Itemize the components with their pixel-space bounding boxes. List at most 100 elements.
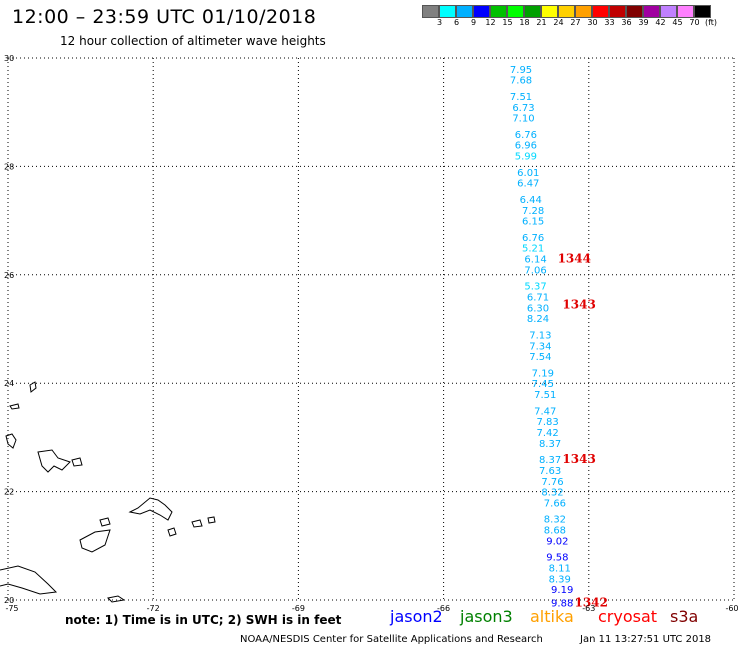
- swh-value-label: 8.11: [549, 563, 571, 574]
- swh-value-label: 7.13: [529, 330, 551, 341]
- swh-value-label: 6.47: [517, 179, 539, 190]
- swh-value-label: 6.76: [522, 233, 544, 244]
- footer-credit: NOAA/NESDIS Center for Satellite Applica…: [240, 634, 543, 645]
- island-shape: [9, 403, 20, 410]
- pass-time-label: 1343: [562, 298, 595, 312]
- legend-label: 12: [485, 18, 496, 27]
- legend-labels: 3 6 9 12 15 18 21 24 27 30 33 36 39 42 45 70 (ft): [422, 18, 717, 27]
- satellite-s3a: s3a: [670, 607, 699, 626]
- swh-value-label: 7.06: [524, 265, 546, 276]
- legend-label: 18: [519, 18, 530, 27]
- island-shape: [99, 517, 111, 527]
- swh-value-label: 8.39: [549, 574, 571, 585]
- footer-timestamp: Jan 11 13:27:51 UTC 2018: [580, 634, 712, 645]
- legend-label: 21: [536, 18, 547, 27]
- swh-value-label: 8.37: [539, 439, 561, 450]
- data-points: 7.957.687.516.737.106.766.965.996.016.47…: [510, 65, 573, 610]
- legend-swatch: [439, 5, 456, 18]
- legend-swatch: [575, 5, 592, 18]
- legend-swatch: [456, 5, 473, 18]
- satellite-cryosat: cryosat: [598, 607, 658, 626]
- island-shape: [5, 433, 17, 449]
- satellite-jason2: jason2: [390, 607, 443, 626]
- swh-value-label: 7.83: [537, 417, 559, 428]
- swh-value-label: 7.63: [539, 466, 561, 477]
- legend-swatches: [422, 5, 717, 18]
- swh-value-label: 7.42: [537, 428, 559, 439]
- pass-time-label: 1342: [575, 596, 608, 610]
- x-tick-label: -75: [5, 604, 18, 613]
- y-tick-label: 22: [4, 488, 14, 497]
- x-tick-label: -60: [725, 604, 738, 613]
- legend-label: 42: [655, 18, 666, 27]
- x-tick-label: -69: [292, 604, 305, 613]
- island-shape: [167, 527, 177, 537]
- legend-unit: (ft): [705, 18, 718, 27]
- x-tick-label: -66: [437, 604, 450, 613]
- islands: [0, 381, 216, 603]
- island-shape: [128, 497, 173, 521]
- swh-value-label: 7.51: [534, 390, 556, 401]
- chart-title: 12:00 – 23:59 UTC 01/10/2018: [12, 6, 317, 28]
- pass-time-label: 1343: [562, 452, 595, 466]
- swh-value-label: 9.88: [551, 599, 573, 610]
- swh-value-label: 8.37: [539, 455, 561, 466]
- legend-swatch: [694, 5, 711, 18]
- legend-swatch: [490, 5, 507, 18]
- legend-swatch: [626, 5, 643, 18]
- legend-label: 39: [638, 18, 649, 27]
- swh-value-label: 9.19: [551, 585, 573, 596]
- note-text: note: 1) Time is in UTC; 2) SWH is in fe…: [65, 613, 342, 627]
- swh-value-label: 8.32: [541, 488, 563, 499]
- island-shape: [29, 381, 37, 393]
- legend-label: 70: [689, 18, 700, 27]
- swh-value-label: 7.28: [522, 206, 544, 217]
- legend-label: 15: [502, 18, 513, 27]
- satellite-altika: altika: [530, 607, 574, 626]
- y-tick-label: 28: [4, 162, 14, 171]
- swh-value-label: 6.96: [515, 141, 537, 152]
- legend-label: 36: [621, 18, 632, 27]
- swh-value-label: 8.24: [527, 314, 549, 325]
- swh-value-label: 6.14: [524, 255, 546, 266]
- legend-label: 6: [453, 18, 460, 27]
- island-shape: [79, 529, 111, 553]
- y-tick-label: 20: [4, 596, 14, 605]
- swh-value-label: 5.99: [515, 152, 537, 163]
- grid-lines: [7, 57, 735, 601]
- legend-swatch: [507, 5, 524, 18]
- swh-value-label: 9.58: [546, 553, 568, 564]
- swh-value-label: 6.01: [517, 168, 539, 179]
- legend-swatch: [660, 5, 677, 18]
- island-shape: [191, 519, 203, 528]
- island-shape: [0, 565, 58, 595]
- legend-label: 30: [587, 18, 598, 27]
- swh-value-label: 9.02: [546, 536, 568, 547]
- legend-label: 9: [470, 18, 477, 27]
- x-tick-label: -72: [147, 604, 160, 613]
- legend-swatch: [677, 5, 694, 18]
- swh-value-label: 7.54: [529, 352, 551, 363]
- island-shape: [71, 457, 83, 467]
- time-labels: 1344 1343 1343 1342: [558, 252, 608, 610]
- swh-value-label: 7.68: [510, 76, 532, 87]
- swh-value-label: 7.10: [512, 114, 534, 125]
- swh-value-label: 7.47: [534, 406, 556, 417]
- legend-label: 45: [672, 18, 683, 27]
- swh-value-label: 7.66: [544, 498, 566, 509]
- island-shape: [37, 449, 71, 473]
- swh-value-label: 7.95: [510, 65, 532, 76]
- color-legend: 3 6 9 12 15 18 21 24 27 30 33 36 39 42 45 70 (ft): [422, 5, 717, 27]
- swh-value-label: 8.68: [544, 526, 566, 537]
- swh-value-label: 6.71: [527, 292, 549, 303]
- satellite-jason3: jason3: [460, 607, 513, 626]
- legend-label: 24: [553, 18, 564, 27]
- x-tick-label: -63: [582, 604, 595, 613]
- swh-value-label: 7.19: [532, 368, 554, 379]
- legend-swatch: [422, 5, 439, 18]
- swh-value-label: 8.32: [544, 515, 566, 526]
- legend-swatch: [558, 5, 575, 18]
- y-tick-label: 26: [4, 271, 14, 280]
- island-shape: [207, 516, 216, 524]
